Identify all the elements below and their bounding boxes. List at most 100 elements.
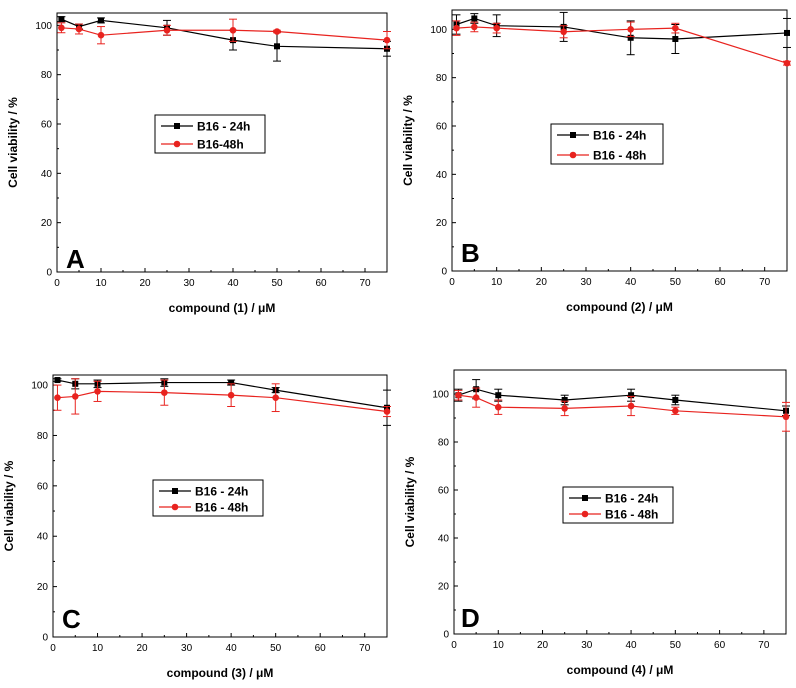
series-48h	[53, 378, 391, 418]
panel-b: 0 10 20 30 40 50 60 70 0 20 40 60 80 100 compound (2) …	[401, 9, 791, 314]
x-tick-label: 30	[183, 278, 195, 289]
data-point-circle	[783, 59, 791, 67]
data-point-square	[54, 377, 61, 384]
x-axis-label: compound (2) / μM	[566, 300, 673, 314]
x-axis-label: compound (1) / μM	[169, 301, 276, 315]
data-point-circle	[472, 394, 480, 401]
y-tick-label: 100	[430, 25, 447, 36]
y-tick-label: 100	[31, 381, 48, 392]
y-tick-label: 60	[436, 122, 448, 133]
y-tick-label: 40	[436, 170, 448, 181]
x-tick-label: 40	[626, 640, 638, 651]
y-axis-label: Cell viability / %	[2, 460, 16, 551]
y-tick-label: 0	[42, 633, 48, 644]
x-tick-label: 30	[181, 643, 193, 654]
x-tick-label: 0	[449, 277, 455, 288]
x-tick-label: 50	[670, 640, 682, 651]
data-point-square	[561, 397, 568, 403]
legend-label: B16 - 24h	[197, 120, 250, 134]
plot-frame	[56, 12, 388, 273]
x-tick-label: 30	[581, 640, 593, 651]
legend-marker-square	[172, 488, 178, 494]
legend-marker-square	[582, 495, 588, 501]
y-tick-label: 80	[438, 438, 450, 449]
series-24h	[57, 16, 391, 62]
x-tick-label: 70	[359, 278, 371, 289]
x-tick-label: 20	[537, 640, 549, 651]
x-tick-label: 0	[54, 278, 60, 289]
x-axis-label: compound (3) / μM	[167, 666, 274, 680]
legend: B16 - 24h B16 - 48h	[562, 486, 674, 524]
panel-letter: D	[461, 603, 480, 633]
panel-c: 0 10 20 30 40 50 60 70 0 20 40 60 80 100 compound (3) …	[2, 374, 391, 680]
legend-box	[550, 123, 664, 165]
x-tick-label: 10	[92, 643, 104, 654]
series-line	[57, 390, 388, 413]
legend-box	[562, 486, 674, 524]
x-tick-label: 40	[227, 278, 239, 289]
data-point-circle	[494, 403, 502, 411]
plot-frame	[52, 374, 388, 638]
y-tick-label: 40	[438, 534, 450, 545]
data-point-circle	[453, 24, 460, 32]
y-axis-label: Cell viability / %	[6, 97, 20, 188]
series-line	[456, 26, 788, 64]
x-tick-label: 20	[139, 278, 151, 289]
legend-marker-circle	[581, 510, 589, 518]
data-point-square	[672, 397, 679, 403]
legend-marker-circle	[171, 503, 179, 511]
x-axis-label: compound (4) / μM	[567, 663, 674, 677]
series-line	[57, 379, 388, 409]
data-point-square	[627, 34, 634, 41]
data-point-square	[495, 392, 502, 399]
data-point-square	[228, 379, 235, 386]
legend-box	[152, 479, 264, 517]
data-point-circle	[273, 28, 281, 35]
y-tick-label: 80	[37, 431, 49, 442]
x-tick-label: 50	[270, 643, 282, 654]
panel-letter: C	[62, 604, 81, 634]
y-tick-label: 60	[41, 120, 53, 131]
legend-label: B16 - 24h	[195, 485, 248, 499]
x-tick-label: 50	[670, 277, 682, 288]
x-tick-label: 10	[491, 277, 503, 288]
panel-d: 0 10 20 30 40 50 60 70 0 20 40 60 80 100 compound (4) …	[403, 369, 790, 677]
data-point-circle	[383, 408, 391, 415]
data-point-circle	[163, 26, 171, 34]
data-point-circle	[627, 26, 634, 33]
x-tick-label: 60	[714, 277, 726, 288]
data-point-circle	[471, 23, 478, 31]
series-48h	[452, 20, 791, 67]
panel-letter: B	[461, 238, 480, 268]
y-tick-label: 40	[41, 169, 53, 180]
y-axis-label: Cell viability / %	[403, 456, 417, 547]
data-point-square	[628, 392, 635, 399]
y-tick-label: 60	[37, 481, 49, 492]
data-point-circle	[94, 388, 101, 395]
data-point-circle	[782, 413, 790, 421]
y-tick-label: 80	[41, 70, 53, 81]
series-24h	[53, 377, 391, 426]
data-point-circle	[227, 391, 235, 399]
data-point-circle	[71, 393, 79, 400]
y-tick-label: 60	[438, 486, 450, 497]
data-point-circle	[672, 24, 679, 32]
y-tick-label: 20	[41, 218, 53, 229]
legend: B16 - 24h B16 - 48h	[152, 479, 264, 517]
data-point-square	[784, 29, 790, 36]
y-tick-label: 0	[46, 268, 52, 279]
data-point-circle	[627, 402, 635, 410]
data-point-circle	[560, 28, 567, 36]
plot-frame	[451, 9, 788, 272]
data-point-circle	[672, 407, 679, 415]
data-point-circle	[97, 31, 105, 39]
legend: B16 - 24h B16 - 48h	[550, 123, 664, 165]
legend-label: B16 - 48h	[605, 508, 658, 522]
x-tick-label: 30	[580, 277, 592, 288]
x-tick-label: 10	[95, 278, 107, 289]
y-axis-label: Cell viability / %	[401, 95, 415, 186]
data-point-square	[98, 17, 104, 24]
y-tick-label: 100	[432, 390, 449, 401]
legend-box	[154, 114, 266, 154]
